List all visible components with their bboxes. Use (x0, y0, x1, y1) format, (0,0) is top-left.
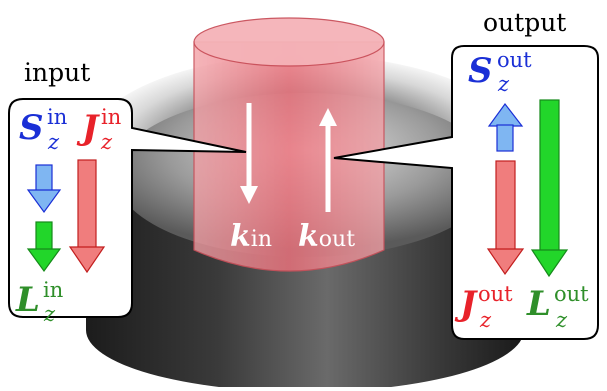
orbital-out-subscript: z (556, 308, 568, 332)
k-out-subscript: out (318, 227, 356, 252)
orbital-in-subscript: z (44, 302, 56, 326)
spin-in-subscript: z (48, 130, 60, 154)
output-caption: output (483, 8, 567, 37)
orbital-out-symbol: L (527, 284, 551, 324)
total-out-superscript: out (478, 282, 513, 306)
orbital-out-arrow (530, 99, 569, 278)
k-in-subscript: in (250, 227, 273, 252)
orbital-out-superscript: out (554, 282, 589, 306)
k-out-symbol: k (298, 219, 319, 254)
total-in-superscript: in (101, 105, 122, 129)
total-in-symbol: J (82, 108, 99, 148)
orbital-in-superscript: in (43, 278, 64, 302)
spin-out-subscript: z (498, 72, 510, 96)
k-out-arrow (319, 108, 337, 212)
input-caption: input (24, 58, 91, 87)
total-out-arrow (486, 160, 525, 276)
total-in-arrow (68, 159, 106, 274)
light-beam (193, 17, 385, 272)
k-in-arrow (240, 103, 258, 204)
spin-out-arrow (487, 102, 524, 152)
spin-out-superscript: out (497, 48, 532, 72)
total-out-symbol: J (460, 284, 477, 324)
spin-in-arrow (26, 164, 62, 214)
k-in-label: kin (230, 222, 272, 252)
total-in-subscript: z (101, 130, 113, 154)
spin-in-superscript: in (47, 105, 68, 129)
k-out-label: kout (298, 222, 355, 252)
orbital-in-arrow (26, 221, 62, 273)
input-callout (8, 98, 247, 318)
orbital-in-symbol: L (16, 280, 40, 320)
spin-in-symbol: S (19, 108, 44, 148)
output-callout (333, 45, 599, 340)
k-in-symbol: k (230, 219, 251, 254)
total-out-subscript: z (480, 308, 492, 332)
spin-out-symbol: S (468, 51, 493, 91)
